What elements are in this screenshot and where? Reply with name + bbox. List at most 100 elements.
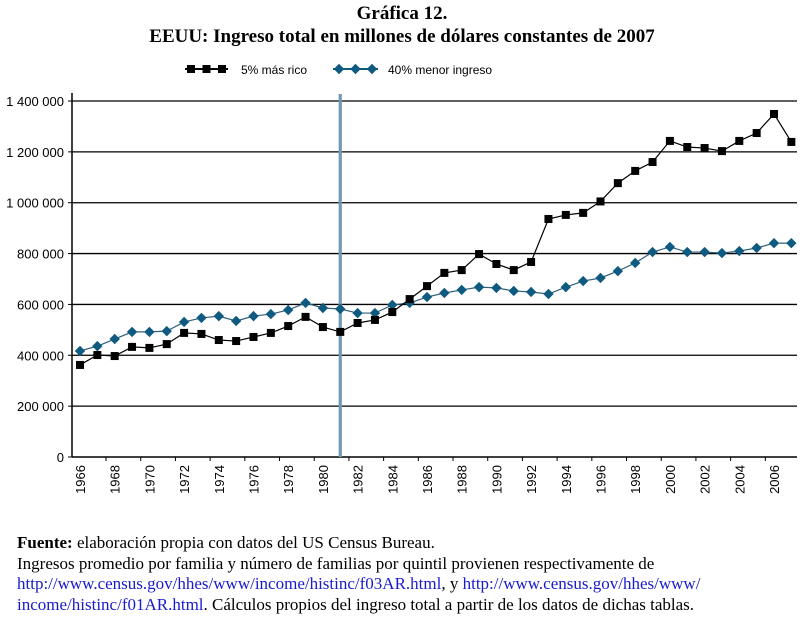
data-point	[266, 328, 275, 337]
data-point	[457, 266, 466, 275]
x-tick-label: 1986	[420, 465, 435, 494]
x-tick-label: 1992	[524, 465, 539, 494]
x-tick-label: 1980	[316, 465, 331, 494]
notes-line-4: income/histinc/f01AR.html. Cálculos prop…	[17, 595, 804, 616]
y-tick-label: 1 400 000	[6, 94, 64, 109]
y-tick-label: 1 200 000	[6, 145, 64, 160]
legend-square-marker	[218, 65, 226, 73]
x-tick-label: 1978	[281, 465, 296, 494]
data-point	[301, 312, 310, 321]
source-label: Fuente:	[17, 533, 73, 552]
data-point	[734, 245, 745, 257]
data-point	[595, 272, 606, 284]
legend-square-marker	[187, 65, 195, 73]
data-point	[439, 287, 450, 299]
y-tick-label: 600 000	[17, 297, 64, 312]
x-axis: 1966 1968 1970 1972 1974 1976 1978 1980 1982 1984…	[72, 456, 797, 494]
x-tick-label: 1982	[351, 465, 366, 494]
chart-title: EEUU: Ingreso total en millones de dólar…	[149, 26, 655, 47]
data-point	[180, 328, 189, 337]
data-point	[265, 308, 277, 320]
data-point	[110, 352, 119, 361]
legend-diamond-marker	[350, 63, 361, 75]
data-point	[128, 342, 137, 351]
data-point	[768, 237, 780, 249]
census-link-f03[interactable]: http://www.census.gov/hhes/www/income/hi…	[17, 574, 442, 593]
x-tick-label: 1984	[385, 465, 400, 494]
data-point	[612, 265, 624, 277]
data-point	[145, 343, 154, 352]
y-tick-label: 400 000	[17, 348, 64, 363]
data-point	[93, 351, 102, 360]
x-tick-label: 2006	[767, 465, 782, 494]
x-tick-label: 1974	[212, 465, 227, 494]
x-tick-label: 2000	[663, 465, 678, 494]
x-tick-label: 1990	[489, 465, 504, 494]
x-tick-label: 1996	[594, 465, 609, 494]
data-point	[717, 147, 726, 156]
data-point	[353, 318, 362, 327]
data-point	[544, 214, 553, 223]
data-point	[473, 281, 485, 293]
data-point	[196, 312, 207, 324]
data-point	[440, 268, 449, 277]
notes-line-2: Ingresos promedio por familia y número d…	[17, 553, 655, 573]
data-point	[527, 257, 536, 266]
x-tick-label: 1994	[559, 465, 574, 494]
data-point	[700, 144, 709, 153]
data-point	[475, 250, 484, 259]
series-top-5-percent	[76, 109, 796, 369]
x-tick-label: 1972	[177, 465, 192, 494]
data-point	[369, 307, 381, 319]
x-tick-label: 1968	[108, 465, 123, 494]
data-point	[770, 109, 778, 118]
data-point	[421, 291, 433, 303]
source-line: Fuente: elaboración propia con datos del…	[17, 533, 804, 554]
series-bottom-40-percent	[74, 237, 797, 357]
legend-square-marker	[202, 65, 211, 73]
data-point	[664, 241, 676, 253]
data-point	[787, 137, 796, 146]
data-point	[716, 247, 728, 259]
data-point	[76, 360, 84, 369]
data-point	[682, 246, 693, 258]
data-point	[92, 340, 103, 352]
data-point	[370, 315, 379, 324]
data-point	[317, 302, 329, 314]
y-tick-label: 200 000	[17, 399, 64, 414]
data-point	[525, 286, 537, 298]
data-point	[283, 304, 294, 316]
data-point	[352, 307, 363, 319]
data-point	[508, 285, 519, 297]
data-point	[318, 323, 327, 332]
data-point	[648, 158, 657, 167]
chart-number-title: Gráfica 12.	[356, 3, 448, 24]
legend-diamond-marker	[366, 63, 378, 75]
data-point	[699, 246, 710, 258]
census-link-f01-part1[interactable]: http://www.census.gov/hhes/www/	[462, 574, 701, 593]
data-point	[456, 284, 467, 296]
data-point	[126, 326, 138, 338]
x-tick-label: 1998	[628, 465, 643, 494]
data-point	[647, 246, 658, 258]
source-notes: Fuente: elaboración propia con datos del…	[17, 533, 804, 615]
x-tick-label: 1976	[247, 465, 262, 494]
data-point	[579, 208, 588, 217]
data-point	[232, 337, 241, 346]
legend-item: 40% menor ingreso	[333, 63, 492, 77]
data-point	[109, 333, 120, 345]
census-link-f01-part2[interactable]: income/histinc/f01AR.html	[17, 594, 204, 614]
data-point	[388, 308, 397, 317]
data-point	[423, 282, 431, 291]
legend-label: 5% más rico	[241, 63, 307, 77]
y-axis: 0 200 000 400 000 600 000 800 000 1 000 000 1 …	[6, 93, 73, 465]
y-tick-label: 800 000	[17, 247, 64, 262]
x-tick-label: 1966	[73, 465, 88, 494]
notes-line-3: http://www.census.gov/hhes/www/income/hi…	[17, 574, 804, 595]
y-tick-label: 1 000 000	[6, 196, 64, 211]
notes-closing-text: . Cálculos propios del ingreso total a p…	[203, 594, 695, 614]
legend-label: 40% menor ingreso	[388, 63, 492, 77]
data-point	[683, 143, 692, 152]
x-tick-label: 2002	[698, 465, 713, 494]
data-point	[509, 266, 518, 275]
